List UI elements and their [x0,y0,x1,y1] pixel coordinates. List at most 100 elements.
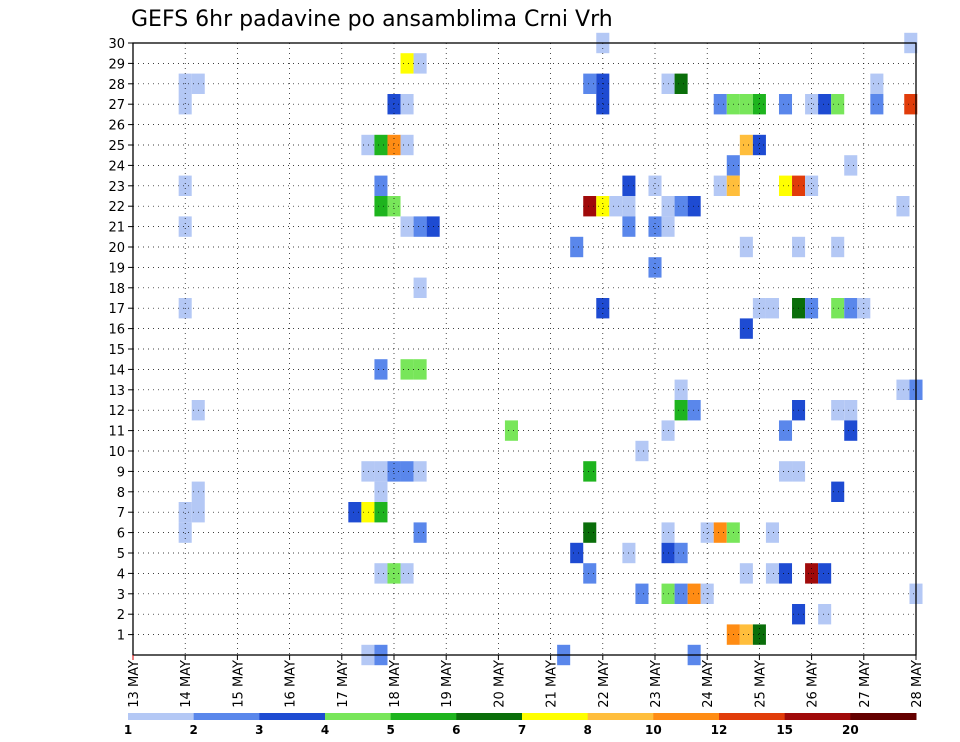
colorbar-label: 4 [321,723,329,737]
heatmap-cell [739,624,753,645]
heatmap-cell [596,94,610,115]
heatmap-cell [831,94,845,115]
heatmap-cell [831,298,845,319]
heatmap-cell [400,359,414,380]
y-tick-label: 17 [108,302,125,317]
heatmap-cell [400,563,414,584]
heatmap-cell [374,134,388,156]
heatmap-cell [805,94,819,115]
colorbar-label: 3 [255,723,263,737]
heatmap-cell [413,53,427,74]
heatmap-cell [739,134,753,156]
heatmap-cell [413,522,427,543]
colorbar-swatch [390,713,457,720]
heatmap-cell [583,196,597,217]
heatmap-cell [844,400,858,421]
colorbar-swatch [193,713,260,720]
heatmap-cell [413,461,427,482]
heatmap-cell [831,400,845,421]
heatmap-cell [570,542,584,564]
heatmap-cell [570,236,584,258]
x-tick-label: 25 MAY [753,660,768,708]
y-tick-label: 23 [108,180,125,195]
y-tick-label: 8 [117,486,125,501]
heatmap-cell [674,400,688,421]
y-tick-label: 30 [108,37,125,52]
y-tick-label: 9 [117,465,125,480]
heatmap-cell [687,583,701,604]
heatmap-cell [413,277,427,298]
heatmap-cell [778,94,793,115]
colorbar-label: 12 [711,723,728,737]
x-tick-label: 21 MAY [545,660,560,708]
y-tick-label: 22 [108,200,125,215]
heatmap-cell [374,359,388,380]
x-tick-label: 19 MAY [440,660,455,708]
heatmap-cells [178,32,923,666]
x-tick-label: 14 MAY [179,660,194,708]
colorbar-swatch [259,713,326,720]
heatmap-cell [178,502,192,523]
x-tick-label: 27 MAY [858,660,873,708]
heatmap-cell [765,522,779,543]
heatmap-cell [778,175,793,196]
y-tick-label: 14 [108,363,125,378]
heatmap-cell [752,94,766,115]
heatmap-cell [674,379,688,400]
colorbar-swatch [325,713,392,720]
heatmap-cell [844,298,858,319]
y-tick-label: 15 [108,343,125,358]
heatmap-cell [818,563,832,584]
heatmap-cell [413,359,427,380]
y-tick-label: 19 [108,261,125,276]
y-axis-ticks: 1234567891011121314151617181920212223242… [108,37,133,644]
colorbar-label: 6 [452,723,460,737]
heatmap-cell [674,73,688,94]
heatmap-cell [648,257,662,278]
heatmap-cell [700,522,714,543]
heatmap-cell [713,522,727,543]
heatmap-cell [178,522,192,543]
colorbar-swatch [128,713,195,720]
heatmap-cell [713,94,727,115]
colorbar-swatch [850,713,917,720]
heatmap-cell [778,461,793,482]
heatmap-cell [739,318,753,339]
heatmap-cell [596,196,610,217]
colorbar-label: 8 [583,723,591,737]
x-axis-ticks: 13 MAY 14 MAY 15 MAY 16 MAY 17 MAY 18 MAY 19 M… [127,655,925,708]
heatmap-cell [818,94,832,115]
heatmap-cell [400,461,414,482]
heatmap-cell [818,604,832,625]
heatmap-cell [896,196,910,217]
heatmap-cell [400,53,414,74]
heatmap-cell [687,196,701,217]
x-tick-label: 28 MAY [910,660,925,708]
y-tick-label: 12 [108,404,125,419]
heatmap-cell [674,542,688,564]
heatmap-cell [361,461,375,482]
heatmap-cell [739,94,753,115]
y-tick-label: 6 [117,527,125,542]
heatmap-cell [765,298,779,319]
colorbar-swatch [784,713,851,720]
y-tick-label: 4 [117,567,125,582]
colorbar-label: 1 [124,723,132,737]
heatmap-cell [844,420,858,441]
y-tick-label: 2 [117,608,125,623]
heatmap-cell [374,502,388,523]
heatmap-cell [778,420,793,441]
heatmap-cell [374,461,388,482]
heatmap-cell [583,563,597,584]
heatmap-cell [805,175,819,196]
colorbar-swatch [653,713,720,720]
heatmap-cell [765,563,779,584]
heatmap-cell [752,624,766,645]
colorbar-swatch [587,713,654,720]
heatmap-cell [739,236,753,258]
y-tick-label: 21 [108,221,125,236]
heatmap-cell [583,522,597,543]
heatmap-cell [635,583,649,604]
colorbar-label: 10 [645,723,662,737]
x-tick-label: 15 MAY [231,660,246,708]
